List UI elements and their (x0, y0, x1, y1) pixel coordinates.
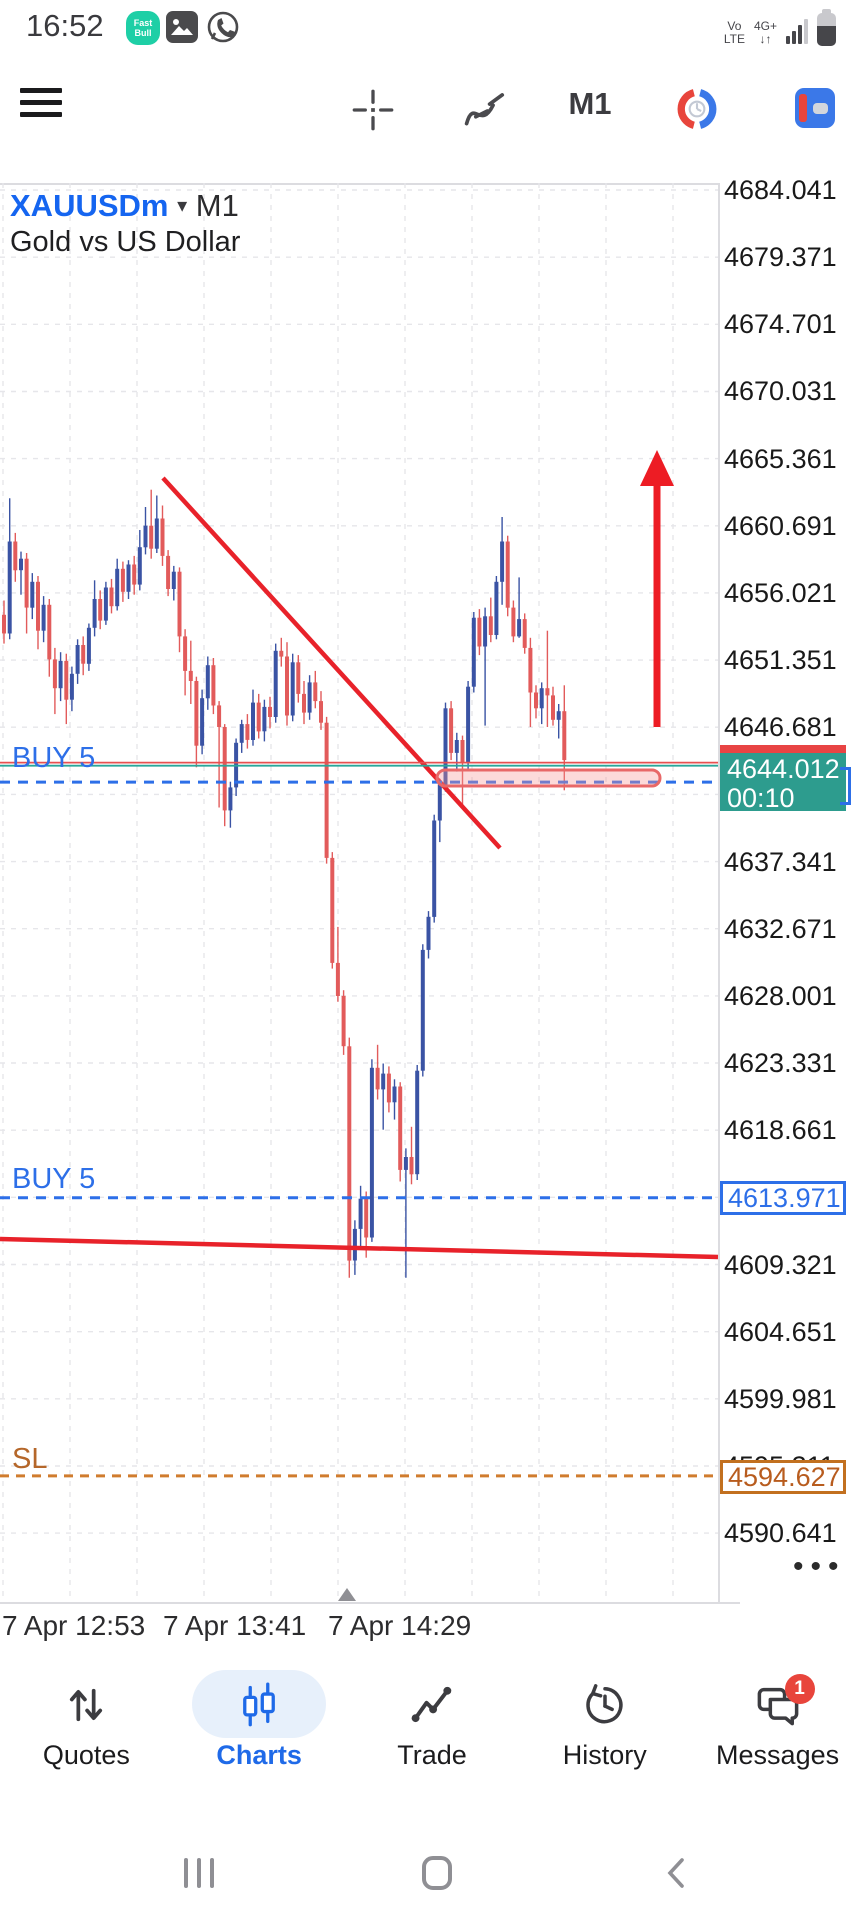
price-axis-label: 4670.031 (724, 376, 837, 406)
price-axis-label: 4665.361 (724, 444, 837, 474)
bar-countdown: 00:10 (727, 782, 795, 813)
candles-icon (236, 1682, 282, 1728)
tab-history[interactable]: History (518, 1662, 691, 1792)
price-axis-label: 4674.701 (724, 309, 837, 339)
pending-order-badge[interactable]: 4613.971 (720, 1180, 846, 1215)
price-axis-label: 4632.671 (724, 914, 837, 944)
fastbull-app-icon: Fast Bull (126, 11, 160, 45)
time-axis-label: 7 Apr 14:29 (328, 1610, 472, 1641)
price-axis-label: 4656.021 (724, 578, 837, 608)
gallery-icon (166, 11, 198, 43)
quotes-arrows-icon (63, 1682, 109, 1728)
price-axis-label: 4618.661 (724, 1115, 837, 1145)
volte-indicator: Vo LTE (723, 19, 745, 46)
android-navigation-bar (0, 1848, 864, 1908)
price-axis-label: 4646.681 (724, 712, 837, 742)
hidden-badge-bracket (840, 766, 851, 805)
price-axis-label: 4660.691 (724, 511, 837, 541)
back-button[interactable] (660, 1856, 694, 1890)
time-axis-label: 7 Apr 13:41 (163, 1610, 307, 1641)
current-price-badge: 4644.012 00:10 (720, 752, 846, 813)
tab-quotes[interactable]: Quotes (0, 1662, 173, 1792)
price-axis-label: 4628.001 (724, 981, 837, 1011)
symbol-description: Gold vs US Dollar (10, 226, 241, 258)
price-axis-label: 4609.321 (724, 1250, 837, 1280)
price-axis-label: 4651.351 (724, 645, 837, 675)
price-axis-label: 4623.331 (724, 1048, 837, 1078)
home-button[interactable] (422, 1856, 452, 1890)
unread-count-badge: 1 (784, 1674, 815, 1704)
history-clock-icon (582, 1682, 628, 1728)
whatsapp-icon (205, 9, 241, 50)
price-axis-label: 4684.041 (724, 175, 837, 205)
battery-icon (817, 9, 836, 46)
4g-indicator: 4G+ ↓↑ (753, 19, 777, 46)
stop-loss-badge[interactable]: 4594.627 (720, 1459, 846, 1494)
symbol-selector[interactable]: XAUUSDm ▾ M1 (10, 188, 239, 224)
signal-bars-icon (786, 18, 808, 46)
timeframe-button[interactable]: M1 (568, 86, 612, 121)
clock: 16:52 (26, 8, 104, 43)
recents-button[interactable] (184, 1858, 214, 1888)
chart-border (0, 183, 719, 185)
chevron-down-icon: ▾ (177, 195, 188, 217)
price-axis-label: 4637.341 (724, 847, 837, 877)
price-axis-label: 4679.371 (724, 242, 837, 272)
time-axis-label: 7 Apr 12:53 (2, 1610, 146, 1641)
tab-charts[interactable]: Charts (173, 1662, 346, 1792)
buy-pending-label: BUY 5 (12, 1163, 96, 1195)
buy-order-label: BUY 5 (12, 742, 96, 774)
tab-trade[interactable]: Trade (346, 1662, 519, 1792)
crosshair-icon[interactable] (351, 88, 395, 132)
window-icon[interactable] (795, 88, 835, 128)
objects-icon[interactable] (676, 88, 718, 130)
ask-price-marker (720, 744, 846, 753)
axis-separator (718, 183, 720, 1603)
bottom-navigation: Quotes Charts Trade (0, 1662, 864, 1792)
messages-bubble-icon: 1 (755, 1674, 815, 1728)
menu-icon[interactable] (20, 88, 62, 124)
chart-border (0, 1602, 740, 1604)
trade-zigzag-icon (409, 1682, 455, 1728)
indicator-icon[interactable] (462, 88, 508, 134)
price-axis-label: 4604.651 (724, 1317, 837, 1347)
current-price: 4644.012 (727, 753, 840, 784)
candlestick-chart[interactable] (0, 183, 719, 1603)
price-axis-label: 4590.641 (724, 1518, 837, 1548)
price-axis-label: 4599.981 (724, 1384, 837, 1414)
symbol-name: XAUUSDm (10, 188, 169, 223)
axis-more-dots[interactable]: ••• (793, 1550, 846, 1583)
active-tab-pill (192, 1670, 327, 1738)
stop-loss-label: SL (12, 1443, 48, 1475)
tab-messages[interactable]: 1 Messages (691, 1662, 864, 1792)
network-indicators: Vo LTE 4G+ ↓↑ (724, 7, 836, 46)
symbol-timeframe: M1 (195, 188, 239, 223)
